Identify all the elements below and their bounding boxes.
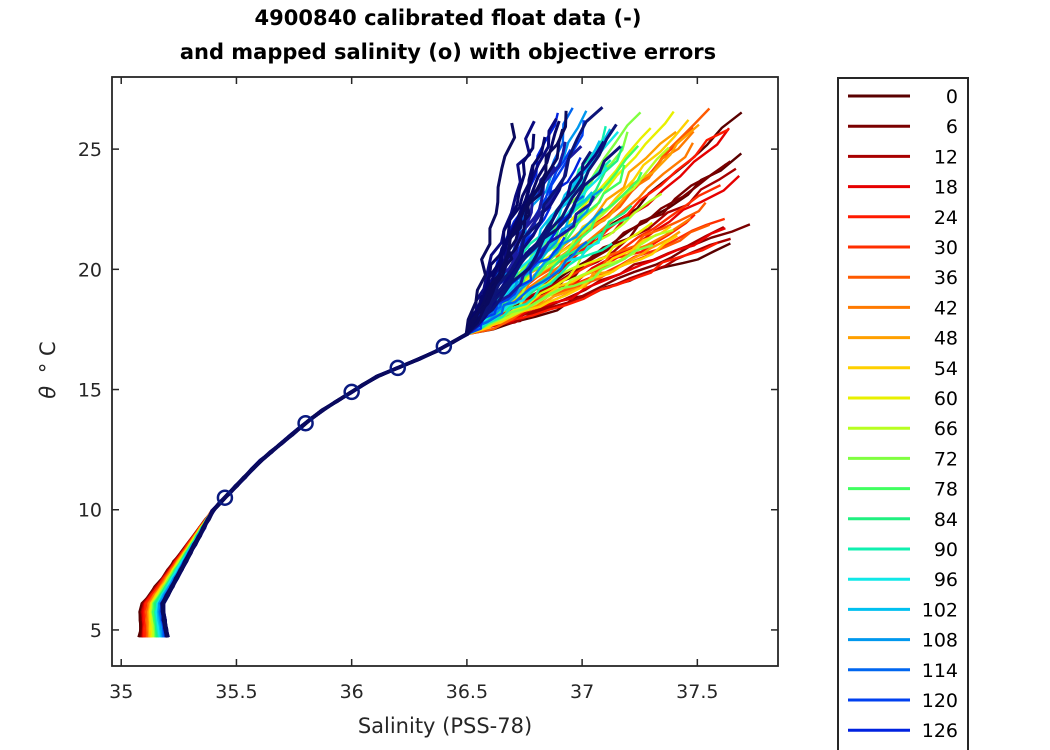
x-axis: 35 35.5 36 36.5 37 37.5 <box>109 77 718 703</box>
svg-text:θ ° C: θ ° C <box>36 341 60 398</box>
legend-label: 96 <box>934 569 958 591</box>
legend-label: 42 <box>934 297 958 319</box>
legend-label: 108 <box>922 630 958 652</box>
mapped-salinity-marker <box>389 359 407 377</box>
y-axis-label-group: θ ° C <box>36 341 60 398</box>
mapped-salinity-marker <box>435 338 453 355</box>
legend-label: 72 <box>934 448 958 470</box>
legend-label: 126 <box>922 720 958 742</box>
legend-label: 24 <box>934 207 958 229</box>
y-tick-label: 25 <box>78 139 102 161</box>
legend-label: 36 <box>934 267 958 289</box>
x-tick-label: 37.5 <box>676 681 718 703</box>
legend-box <box>837 77 969 750</box>
y-tick-label: 10 <box>78 500 102 522</box>
y-axis-label-unit: ° C <box>36 341 60 373</box>
x-tick-label: 35.5 <box>215 681 257 703</box>
y-axis: 5 10 15 20 25 <box>78 139 778 642</box>
legend-label: 30 <box>934 237 958 259</box>
legend-label: 12 <box>934 146 958 168</box>
x-tick-label: 36 <box>340 681 364 703</box>
legend-label: 102 <box>922 599 958 621</box>
mapped-salinity-marker <box>216 489 234 506</box>
x-tick-label: 35 <box>109 681 133 703</box>
legend-label: 114 <box>922 660 958 682</box>
data-layer <box>137 106 751 638</box>
plot-area <box>112 77 778 666</box>
legend-label: 18 <box>934 177 958 199</box>
y-axis-label-symbol: θ <box>36 386 60 399</box>
y-tick-label: 15 <box>78 380 102 402</box>
legend-label: 54 <box>934 358 958 380</box>
legend-label: 120 <box>922 690 958 712</box>
legend-label: 60 <box>934 388 958 410</box>
mapped-salinity-marker <box>343 383 360 401</box>
legend-label: 66 <box>934 418 958 440</box>
legend-label: 84 <box>934 509 958 531</box>
profile-line <box>160 128 565 638</box>
chart-title-line2: and mapped salinity (o) with objective e… <box>180 40 716 64</box>
x-axis-label: Salinity (PSS-78) <box>358 714 532 738</box>
y-tick-label: 5 <box>90 620 102 642</box>
legend-label: 6 <box>946 116 958 138</box>
legend: 0 6 12 18 24 30 36 42 48 54 60 66 72 78 84 90 96 102 108 11… <box>848 86 958 742</box>
legend-label: 90 <box>934 539 958 561</box>
y-tick-label: 20 <box>78 259 102 281</box>
chart-title-line1: 4900840 calibrated float data (-) <box>255 6 642 30</box>
legend-label: 0 <box>946 86 958 108</box>
mapped-salinity-marker <box>297 414 314 432</box>
x-tick-label: 37 <box>570 681 594 703</box>
legend-label: 48 <box>934 328 958 350</box>
plot-frame <box>111 76 779 667</box>
legend-label: 78 <box>934 479 958 501</box>
x-tick-label: 36.5 <box>446 681 488 703</box>
